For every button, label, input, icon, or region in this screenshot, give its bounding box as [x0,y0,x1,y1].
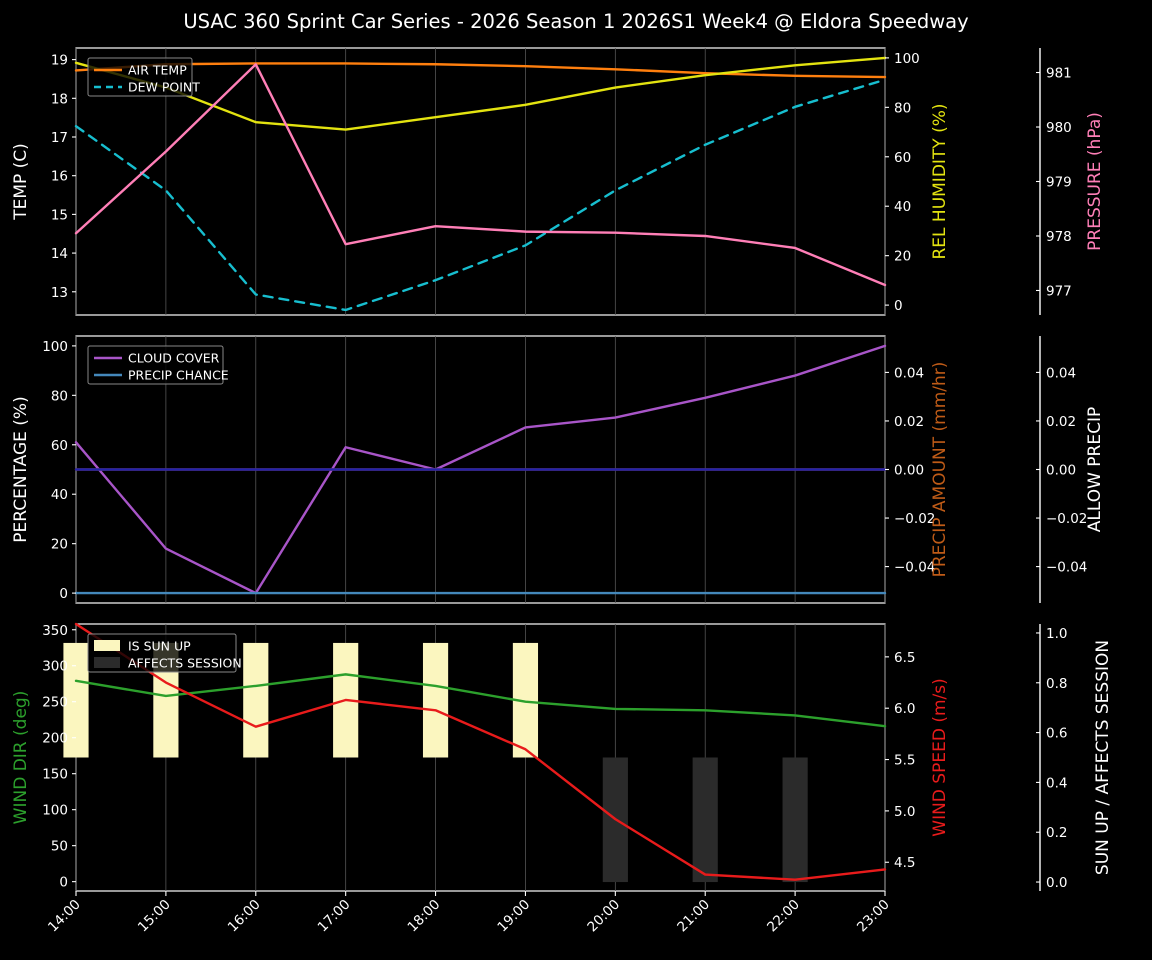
bar-is-sun-up [243,642,269,758]
ytick-left: 250 [42,695,68,711]
xtick-label: 19:00 [494,897,533,936]
axis-label-right: WIND SPEED (m/s) [930,678,950,836]
ytick-left: 300 [42,659,68,675]
ytick-left: 14 [51,246,68,262]
legend-box-panel-1 [87,57,193,97]
ytick-right: 4.5 [894,855,915,871]
ytick-far: 0.00 [1046,463,1076,479]
ytick-left: 18 [51,91,68,107]
ytick-left: 200 [42,731,68,747]
ytick-left: 80 [51,388,68,404]
ytick-right: 5.5 [894,753,915,769]
ytick-left: 100 [42,803,68,819]
series-line-wind-dir [74,673,887,728]
axis-label-left: PERCENTAGE (%) [11,396,31,542]
bar-affects-session [692,757,718,883]
ytick-far: 0.2 [1046,825,1067,841]
xtick-label: 22:00 [764,897,803,936]
ytick-left: 50 [51,839,68,855]
ytick-right: 5.0 [894,804,915,820]
ytick-far: 0.04 [1046,365,1076,381]
legend-swatch-affects-session [94,657,120,668]
series-line-air-temp [74,62,887,79]
ytick-far: 0.8 [1046,676,1067,692]
ytick-right: 0.00 [894,463,924,479]
xtick-label: 16:00 [225,897,264,936]
ytick-left: 150 [42,767,68,783]
legend-label: IS SUN UP [128,639,191,654]
legend-label: AIR TEMP [128,63,187,78]
ytick-far: 978 [1046,229,1072,245]
ytick-far: 0.02 [1046,414,1076,430]
xtick-label: 14:00 [45,897,84,936]
axis-label-left: TEMP (C) [11,143,31,221]
ytick-right: −0.02 [894,511,935,527]
ytick-right: 6.0 [894,701,915,717]
ytick-right: 60 [894,150,911,166]
ytick-left: 20 [51,537,68,553]
xtick-label: 23:00 [854,897,893,936]
ytick-left: 0 [59,875,68,891]
ytick-left: 19 [51,53,68,69]
ytick-right: 0.04 [894,365,924,381]
ytick-left: 60 [51,438,68,454]
xtick-label: 17:00 [315,897,354,936]
bar-is-sun-up [422,642,449,758]
axis-label-far: PRESSURE (hPa) [1085,112,1105,251]
legend-label: PRECIP CHANCE [128,368,229,383]
legend-label: CLOUD COVER [128,351,220,366]
axis-label-far: SUN UP / AFFECTS SESSION [1093,640,1113,875]
ytick-left: 16 [51,169,68,185]
ytick-left: 17 [51,130,68,146]
ytick-far: −0.04 [1046,560,1087,576]
ytick-right: 100 [894,51,920,67]
ytick-far: −0.02 [1046,511,1087,527]
ytick-left: 350 [42,623,68,639]
ytick-far: 977 [1046,283,1072,299]
series-line-rel-humidity [74,56,887,131]
ytick-left: 0 [59,586,68,602]
ytick-left: 100 [42,339,68,355]
series-line-wind-speed [74,622,887,881]
legend-box-panel-3 [87,633,237,673]
axis-label-right: PRECIP AMOUNT (mm/hr) [930,362,950,578]
ytick-right: 40 [894,199,911,215]
ytick-far: 980 [1046,120,1072,136]
ytick-right: −0.04 [894,560,935,576]
series-line-cloud-cover [74,344,887,595]
ytick-far: 0.0 [1046,875,1067,891]
axis-label-right: REL HUMIDITY (%) [930,103,950,259]
ytick-left: 15 [51,207,68,223]
figure-title: USAC 360 Sprint Car Series - 2026 Season… [183,10,969,33]
ytick-right: 6.5 [894,650,915,666]
ytick-far: 0.6 [1046,726,1067,742]
ytick-far: 981 [1046,66,1072,82]
ytick-left: 13 [51,285,68,301]
ytick-right: 80 [894,100,911,116]
ytick-far: 0.4 [1046,775,1067,791]
bar-affects-session [782,757,808,883]
ytick-right: 0.02 [894,414,924,430]
xtick-label: 18:00 [405,897,444,936]
ytick-left: 40 [51,487,68,503]
series-line-pressure [74,63,887,287]
legend-label: DEW POINT [128,80,200,95]
xtick-label: 20:00 [584,897,623,936]
legend-swatch-is-sun-up [94,640,120,651]
ytick-right: 20 [894,249,911,265]
xtick-label: 15:00 [135,897,174,936]
ytick-far: 1.0 [1046,626,1067,642]
legend-label: AFFECTS SESSION [128,656,242,671]
ytick-far: 979 [1046,175,1072,191]
xtick-label: 21:00 [674,897,713,936]
series-line-dew-point [74,78,887,312]
axis-label-left: WIND DIR (deg) [11,691,31,825]
bar-is-sun-up [63,642,89,758]
axis-label-far: ALLOW PRECIP [1085,407,1105,533]
ytick-right: 0 [894,298,903,314]
